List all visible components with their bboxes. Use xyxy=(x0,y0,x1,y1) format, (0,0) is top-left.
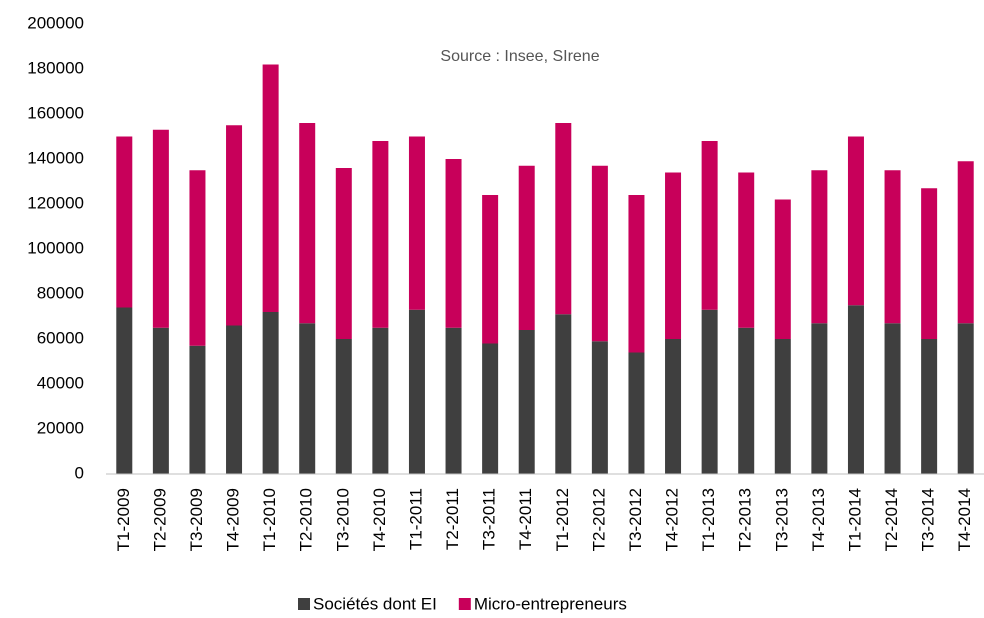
bar-segment xyxy=(116,136,133,308)
bar-segment xyxy=(226,325,243,474)
bar-segment xyxy=(884,170,901,324)
bar-segment xyxy=(701,309,718,474)
bar-segment xyxy=(665,339,682,474)
x-tick-label: T3-2010 xyxy=(333,488,352,551)
x-tick-label: T2-2013 xyxy=(736,488,755,551)
y-tick-label: 200000 xyxy=(27,13,84,32)
bar-segment xyxy=(335,168,352,339)
bar-segment xyxy=(738,327,755,474)
x-tick-label: T1-2011 xyxy=(406,488,425,550)
bar-segment xyxy=(591,165,608,342)
bar-segment xyxy=(262,312,279,474)
x-tick-label: T3-2012 xyxy=(626,488,645,551)
bar-segment xyxy=(262,64,279,312)
y-tick-label: 140000 xyxy=(27,148,84,167)
x-tick-label: T2-2009 xyxy=(150,488,169,551)
bar-segment xyxy=(738,172,755,328)
x-tick-label: T3-2009 xyxy=(187,488,206,551)
bar-segment xyxy=(555,123,572,315)
x-tick-label: T4-2011 xyxy=(516,488,535,550)
bar-segment xyxy=(811,323,828,474)
bar-segment xyxy=(555,314,572,474)
x-tick-label: T4-2013 xyxy=(809,488,828,551)
bar-segment xyxy=(372,327,389,474)
bar-segment xyxy=(774,199,791,339)
y-tick-label: 60000 xyxy=(37,328,84,347)
bar-segment xyxy=(189,345,206,474)
x-tick-label: T2-2012 xyxy=(589,488,608,551)
bar-segment xyxy=(811,170,828,324)
bar-segment xyxy=(189,170,206,346)
y-tick-label: 100000 xyxy=(27,238,84,257)
bar-segment xyxy=(445,159,462,328)
bar-segment xyxy=(665,172,682,339)
bar-segment xyxy=(152,327,169,474)
x-tick-label: T4-2014 xyxy=(955,488,974,551)
bar-segment xyxy=(152,129,169,328)
bar-segment xyxy=(921,339,938,474)
bar-segment xyxy=(701,141,718,310)
bar-segment xyxy=(628,352,645,474)
y-tick-label: 180000 xyxy=(27,58,84,77)
x-tick-label: T3-2013 xyxy=(772,488,791,551)
legend-label: Micro-entrepreneurs xyxy=(474,594,627,613)
bar-segment xyxy=(408,136,425,310)
bar-segment xyxy=(957,323,974,474)
x-tick-label: T1-2014 xyxy=(845,488,864,551)
legend-label: Sociétés dont EI xyxy=(313,594,437,613)
bar-segment xyxy=(628,195,645,353)
bar-segment xyxy=(591,341,608,474)
x-tick-label: T1-2009 xyxy=(114,488,133,551)
bar-segment xyxy=(921,188,938,339)
x-tick-label: T1-2010 xyxy=(260,488,279,551)
x-tick-label: T3-2011 xyxy=(480,488,499,550)
x-tick-label: T1-2013 xyxy=(699,488,718,551)
bar-segment xyxy=(518,330,535,474)
bar-segment xyxy=(335,339,352,474)
bar-segment xyxy=(408,309,425,474)
x-tick-label: T2-2011 xyxy=(443,488,462,550)
y-tick-label: 120000 xyxy=(27,193,84,212)
y-tick-label: 160000 xyxy=(27,103,84,122)
bar-segment xyxy=(445,327,462,474)
x-tick-label: T4-2012 xyxy=(663,488,682,551)
y-tick-label: 80000 xyxy=(37,283,84,302)
bar-segment xyxy=(518,165,535,330)
bar-segment xyxy=(482,195,499,344)
bar-segment xyxy=(847,305,864,474)
bar-segment xyxy=(372,141,389,328)
x-tick-label: T1-2012 xyxy=(553,488,572,551)
bar-segment xyxy=(299,323,316,474)
x-tick-label: T4-2010 xyxy=(370,488,389,551)
bar-segment xyxy=(847,136,864,306)
bar-segment xyxy=(482,343,499,474)
annotation: Source : Insee, SIrene xyxy=(440,48,599,65)
bar-segment xyxy=(299,123,316,324)
x-tick-label: T3-2014 xyxy=(919,488,938,551)
legend-swatch xyxy=(298,598,310,610)
y-tick-label: 40000 xyxy=(37,373,84,392)
x-tick-label: T2-2014 xyxy=(882,488,901,551)
legend-swatch xyxy=(458,598,471,610)
x-tick-label: T2-2010 xyxy=(297,488,316,551)
x-tick-label: T4-2009 xyxy=(224,488,243,551)
bar-segment xyxy=(884,323,901,474)
bar-segment xyxy=(226,125,243,326)
bar-segment xyxy=(774,339,791,474)
bar-segment xyxy=(116,307,133,474)
bar-segment xyxy=(957,161,974,324)
y-tick-label: 0 xyxy=(75,463,84,482)
y-tick-label: 20000 xyxy=(37,418,84,437)
